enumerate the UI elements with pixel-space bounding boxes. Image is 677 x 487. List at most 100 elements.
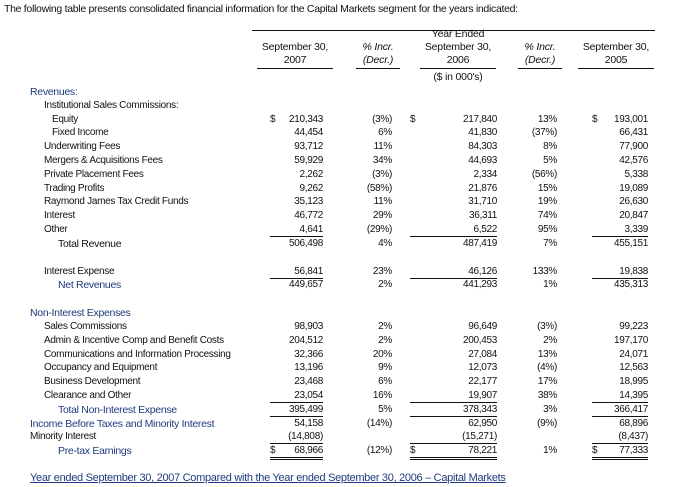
amount: 41,830: [468, 127, 497, 139]
amount: 46,772: [294, 210, 323, 222]
amount: 93,712: [294, 141, 323, 153]
row-label: Occupancy and Equipment: [44, 362, 158, 374]
percent-change: 9%: [378, 362, 392, 374]
amount: 22,177: [468, 376, 497, 388]
row-label: Institutional Sales Commissions:: [44, 99, 179, 111]
amount: 20,847: [619, 210, 648, 222]
amount: 441,293: [462, 279, 497, 291]
amount: 68,966: [270, 445, 323, 461]
amount: 42,576: [619, 155, 648, 166]
percent-change: 11%: [373, 141, 393, 153]
row-label: Sales Commissions: [44, 321, 127, 332]
amount: 4,641: [270, 224, 323, 237]
unit-label: ($ in 000's): [433, 71, 483, 83]
amount: 455,151: [613, 237, 648, 249]
amount: 378,343: [410, 404, 497, 417]
percent-change: (58%): [366, 182, 392, 194]
amount: 36,311: [468, 210, 497, 222]
percent-change: 15%: [537, 182, 557, 194]
percent-change: 95%: [537, 224, 557, 235]
row-label: Underwriting Fees: [44, 141, 121, 153]
percent-change: (3%): [372, 113, 392, 125]
amount: 62,950: [468, 417, 497, 429]
amount: 13,196: [294, 362, 323, 374]
percent-change: (56%): [531, 168, 557, 180]
amount: 12,073: [468, 362, 497, 374]
column-header: % Incr.: [362, 41, 394, 53]
row-label: Raymond James Tax Credit Funds: [44, 196, 189, 208]
column-header: September 30,: [424, 41, 492, 53]
header-underline: [518, 68, 562, 69]
currency-sign: $: [410, 445, 416, 457]
column-header: (Decr.): [362, 54, 394, 66]
amount: 66,431: [619, 127, 648, 139]
percent-change: 17%: [537, 376, 557, 388]
amount: 366,417: [592, 404, 648, 417]
percent-change: 34%: [372, 155, 392, 166]
percent-change: 4%: [378, 237, 392, 249]
amount: 68,896: [619, 417, 648, 429]
amount: 21,876: [468, 182, 497, 194]
percent-change: (37%): [531, 127, 557, 139]
row-label: Minority Interest: [30, 431, 97, 443]
percent-change: 8%: [543, 141, 557, 153]
amount: 54,158: [294, 417, 323, 429]
row-label: Revenues:: [30, 86, 78, 98]
column-header: 2005: [604, 54, 628, 66]
row-label: Net Revenues: [58, 279, 121, 292]
percent-change: 3%: [543, 403, 557, 415]
currency-sign: $: [270, 445, 276, 457]
section-heading: Year ended September 30, 2007 Compared w…: [30, 472, 506, 484]
amount: 77,900: [619, 141, 648, 153]
percent-change: (9%): [537, 417, 557, 429]
amount: 31,710: [468, 196, 497, 208]
intro-text: The following table presents consolidate…: [4, 3, 518, 15]
row-label: Total Revenue: [58, 237, 122, 250]
header-underline: [578, 68, 654, 69]
header-underline: [420, 68, 496, 69]
row-label: Other: [44, 224, 68, 235]
amount: (15,271): [410, 431, 497, 445]
amount: 44,693: [468, 155, 497, 166]
column-header: September 30,: [261, 41, 329, 53]
percent-change: 19%: [537, 196, 557, 208]
amount: 6,522: [410, 224, 497, 237]
row-label: Interest Expense: [44, 265, 115, 277]
currency-sign: $: [270, 113, 276, 125]
amount: 200,453: [462, 334, 497, 346]
percent-change: (14%): [366, 417, 392, 429]
percent-change: 23%: [372, 265, 392, 277]
amount: 46,126: [410, 266, 497, 279]
amount: 19,838: [592, 266, 648, 279]
percent-change: 13%: [537, 348, 557, 360]
amount: 14,395: [592, 390, 648, 403]
column-header: % Incr.: [524, 41, 556, 53]
percent-change: 1%: [543, 279, 557, 291]
row-label: Equity: [52, 113, 78, 125]
percent-change: 20%: [372, 348, 392, 360]
percent-change: 5%: [543, 155, 557, 166]
row-label: Business Development: [44, 376, 141, 388]
percent-change: (12%): [366, 445, 392, 457]
percent-change: 11%: [373, 196, 393, 208]
currency-sign: $: [410, 113, 416, 125]
percent-change: 1%: [543, 445, 557, 457]
percent-change: (4%): [537, 362, 557, 374]
amount: 98,903: [294, 321, 323, 332]
amount: 32,366: [294, 348, 323, 360]
amount: 197,170: [613, 334, 648, 346]
percent-change: 6%: [378, 376, 392, 388]
amount: 18,995: [619, 376, 648, 388]
amount: 5,338: [624, 168, 648, 180]
column-header: September 30,: [582, 41, 650, 53]
amount: 44,454: [294, 127, 323, 139]
amount: 77,333: [592, 445, 648, 461]
amount: 35,123: [294, 196, 323, 208]
percent-change: 13%: [537, 113, 557, 125]
percent-change: 2%: [378, 321, 392, 332]
amount: 2,334: [473, 168, 497, 180]
percent-change: (3%): [537, 321, 557, 332]
amount: 23,054: [270, 390, 323, 403]
amount: 506,498: [288, 237, 323, 249]
amount: 395,499: [270, 404, 323, 417]
